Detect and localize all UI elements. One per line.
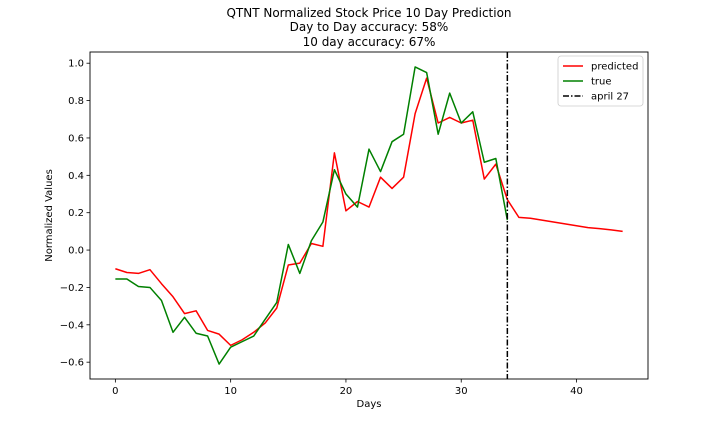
x-tick-label: 10 [224, 386, 237, 397]
y-tick-label: 0.4 [68, 171, 84, 182]
y-tick-label: 0.8 [68, 96, 84, 107]
series-line-true [115, 66, 509, 365]
x-axis-label: Days [357, 399, 382, 410]
chart-title: QTNT Normalized Stock Price 10 Day Predi… [226, 6, 511, 20]
x-tick-label: 20 [340, 386, 353, 397]
series-layer [115, 52, 623, 379]
legend-label-predicted: predicted [591, 62, 638, 73]
y-tick-label: 0.0 [68, 246, 84, 257]
legend-label-true: true [591, 77, 612, 88]
legend: predicted true april 27 [557, 55, 644, 107]
x-tick-label: 40 [570, 386, 583, 397]
x-tick-label: 30 [455, 386, 468, 397]
legend-box [557, 55, 644, 107]
y-axis-label: Normalized Values [44, 169, 55, 262]
plot-area-frame [89, 51, 649, 380]
x-tick-label: 0 [112, 386, 118, 397]
axis-ticks: 0 10 20 30 40 −0.6 −0.4 −0.2 0.0 0.2 0.4 0.6 0.8 1.0 [60, 59, 583, 397]
y-tick-label: 1.0 [68, 59, 84, 70]
series-line-predicted [115, 77, 623, 347]
y-tick-label: −0.2 [60, 283, 84, 294]
y-tick-label: 0.2 [68, 208, 84, 219]
chart-subtitle-day-accuracy: Day to Day accuracy: 58% [290, 20, 449, 34]
chart-subtitle-ten-day-accuracy: 10 day accuracy: 67% [303, 35, 436, 49]
legend-label-april-27: april 27 [591, 92, 629, 103]
y-tick-label: 0.6 [68, 133, 84, 144]
y-tick-label: −0.6 [60, 358, 84, 369]
y-tick-label: −0.4 [60, 320, 84, 331]
